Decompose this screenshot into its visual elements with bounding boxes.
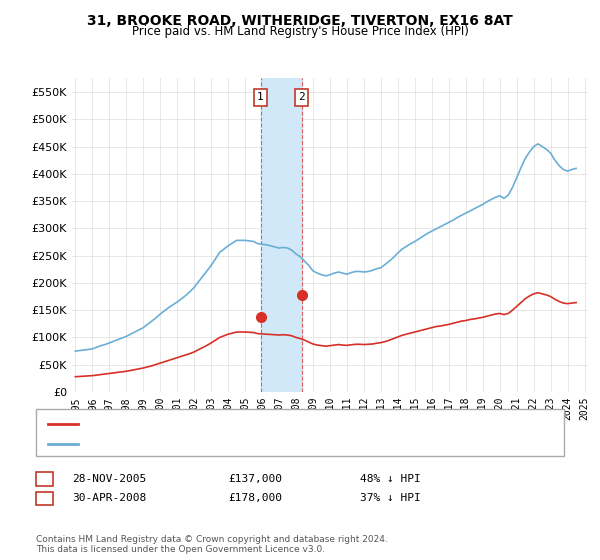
Text: Price paid vs. HM Land Registry's House Price Index (HPI): Price paid vs. HM Land Registry's House …: [131, 25, 469, 38]
Text: Contains HM Land Registry data © Crown copyright and database right 2024.
This d: Contains HM Land Registry data © Crown c…: [36, 535, 388, 554]
Text: 1: 1: [41, 474, 48, 484]
Text: 1: 1: [257, 92, 264, 102]
Text: 31, BROOKE ROAD, WITHERIDGE, TIVERTON, EX16 8AT (detached house): 31, BROOKE ROAD, WITHERIDGE, TIVERTON, E…: [87, 419, 467, 430]
Text: 48% ↓ HPI: 48% ↓ HPI: [360, 474, 421, 484]
Text: 30-APR-2008: 30-APR-2008: [72, 493, 146, 503]
Bar: [260, 78, 302, 392]
Text: 2: 2: [41, 493, 48, 503]
Text: 37% ↓ HPI: 37% ↓ HPI: [360, 493, 421, 503]
Text: 28-NOV-2005: 28-NOV-2005: [72, 474, 146, 484]
Text: HPI: Average price, detached house, North Devon: HPI: Average price, detached house, Nort…: [87, 439, 346, 449]
Text: £137,000: £137,000: [228, 474, 282, 484]
Text: 31, BROOKE ROAD, WITHERIDGE, TIVERTON, EX16 8AT: 31, BROOKE ROAD, WITHERIDGE, TIVERTON, E…: [87, 14, 513, 28]
Text: 2: 2: [298, 92, 305, 102]
Text: £178,000: £178,000: [228, 493, 282, 503]
